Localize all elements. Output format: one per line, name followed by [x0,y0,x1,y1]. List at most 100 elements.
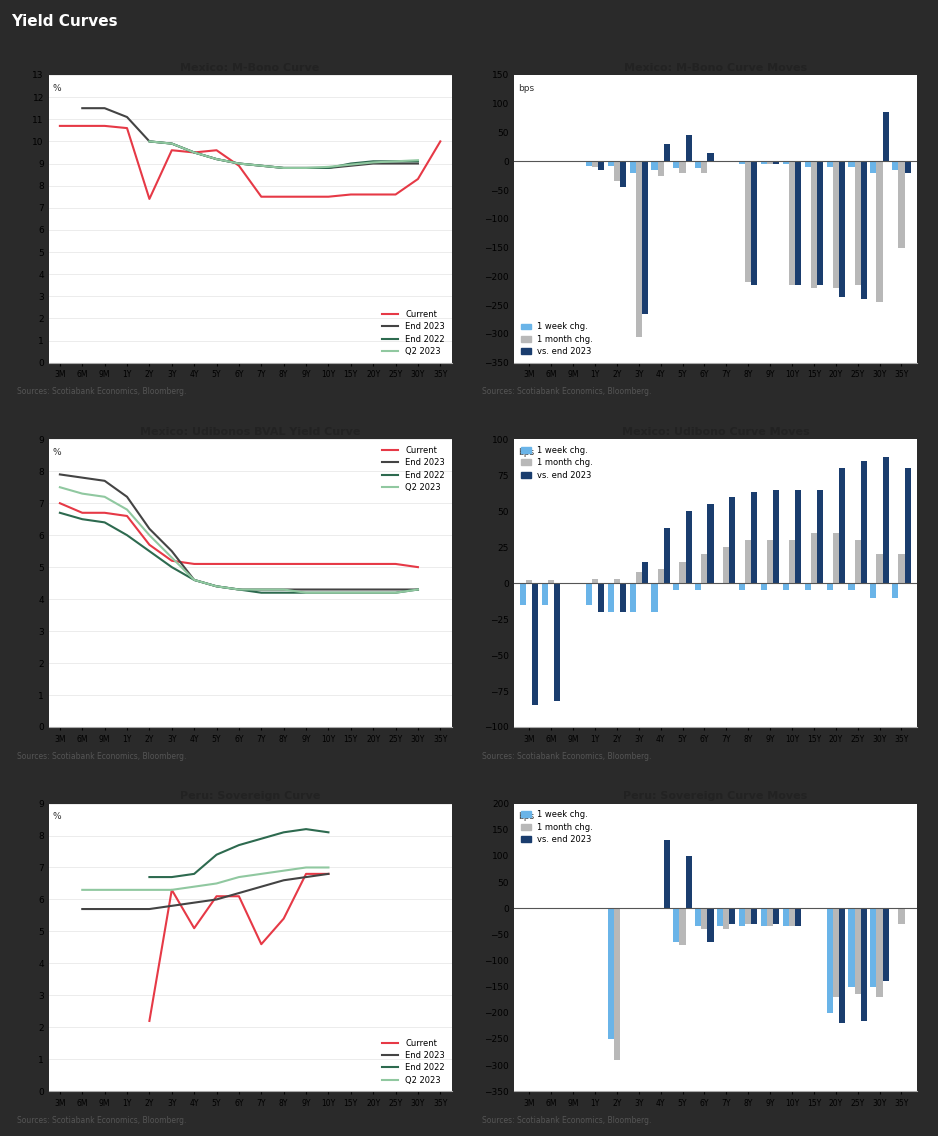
Bar [702,554,707,583]
Current [189,145,200,159]
Bar [839,468,845,583]
Bar [613,579,620,583]
Bar [773,908,779,924]
Q2 2023 [166,551,177,565]
Current [300,867,311,880]
Bar [651,583,658,612]
Q2 2023 [54,481,66,494]
End 2022 [234,583,245,596]
Bar [899,554,904,583]
Q2 2023 [278,863,289,877]
Bar [745,540,751,583]
Bar [695,161,702,168]
Title: Mexico: Udibonos BVAL Yield Curve: Mexico: Udibonos BVAL Yield Curve [140,427,360,437]
Current [278,912,289,926]
End 2022 [300,586,311,600]
Bar [679,908,686,945]
Bar [723,548,730,583]
Bar [608,161,613,166]
Q2 2023 [121,503,132,517]
Bar [795,490,801,583]
Text: %: % [53,812,61,821]
End 2023 [390,157,401,170]
Line: Current: Current [60,126,440,199]
Q2 2023 [256,867,267,880]
Current [256,190,267,203]
End 2023 [368,583,379,596]
Q2 2023 [211,877,222,891]
Current [189,921,200,935]
Current [278,557,289,570]
End 2023 [99,101,111,115]
End 2023 [234,583,245,596]
Bar [658,161,664,176]
Current [256,937,267,951]
Bar [673,908,679,942]
End 2022 [144,544,155,558]
Bar [686,855,691,908]
End 2023 [256,583,267,596]
Bar [761,908,767,927]
End 2023 [211,579,222,593]
Bar [608,583,613,612]
End 2022 [189,573,200,586]
End 2023 [300,161,311,175]
Bar [839,908,845,1024]
Bar [651,161,658,170]
End 2023 [99,474,111,487]
End 2023 [300,870,311,884]
Bar [751,161,757,285]
Bar [870,908,876,987]
Bar [855,161,861,285]
End 2022 [413,154,424,168]
Text: %: % [53,448,61,457]
Q2 2023 [211,152,222,166]
Title: Peru: Sovereign Curve: Peru: Sovereign Curve [180,792,320,801]
Current [368,557,379,570]
Current [121,122,132,135]
End 2023 [413,583,424,596]
Q2 2023 [390,154,401,168]
Text: Sources: Scotiabank Economics, Bloomberg.: Sources: Scotiabank Economics, Bloomberg… [482,1116,651,1125]
Current [144,1014,155,1028]
Bar [751,493,757,583]
Bar [592,579,598,583]
Bar [892,583,899,598]
Current [144,192,155,206]
Bar [876,161,883,302]
Text: Sources: Scotiabank Economics, Bloomberg.: Sources: Scotiabank Economics, Bloomberg… [17,1116,186,1125]
End 2022 [166,136,177,150]
Bar [883,112,888,161]
Bar [695,583,702,591]
Bar [849,583,855,591]
Current [99,506,111,519]
End 2023 [368,157,379,170]
Bar [861,461,867,583]
Bar [826,583,833,591]
Title: Mexico: M-Bono Curve Moves: Mexico: M-Bono Curve Moves [624,62,807,73]
Bar [861,161,867,300]
Line: End 2023: End 2023 [60,475,418,590]
Bar [839,161,845,296]
End 2022 [256,586,267,600]
Bar [592,161,598,167]
Bar [789,161,795,285]
Bar [673,583,679,591]
End 2022 [278,161,289,175]
Text: Sources: Scotiabank Economics, Bloomberg.: Sources: Scotiabank Economics, Bloomberg… [17,387,186,396]
End 2022 [368,154,379,168]
Q2 2023 [189,145,200,159]
Q2 2023 [211,579,222,593]
End 2023 [234,157,245,170]
Line: End 2022: End 2022 [149,829,328,877]
Current [413,173,424,186]
Q2 2023 [144,883,155,896]
End 2022 [345,157,356,170]
Current [211,557,222,570]
Q2 2023 [323,586,334,600]
End 2023 [256,159,267,173]
Text: Yield Curves: Yield Curves [11,15,118,30]
End 2023 [77,902,88,916]
Bar [761,583,767,591]
Line: End 2022: End 2022 [60,512,418,593]
